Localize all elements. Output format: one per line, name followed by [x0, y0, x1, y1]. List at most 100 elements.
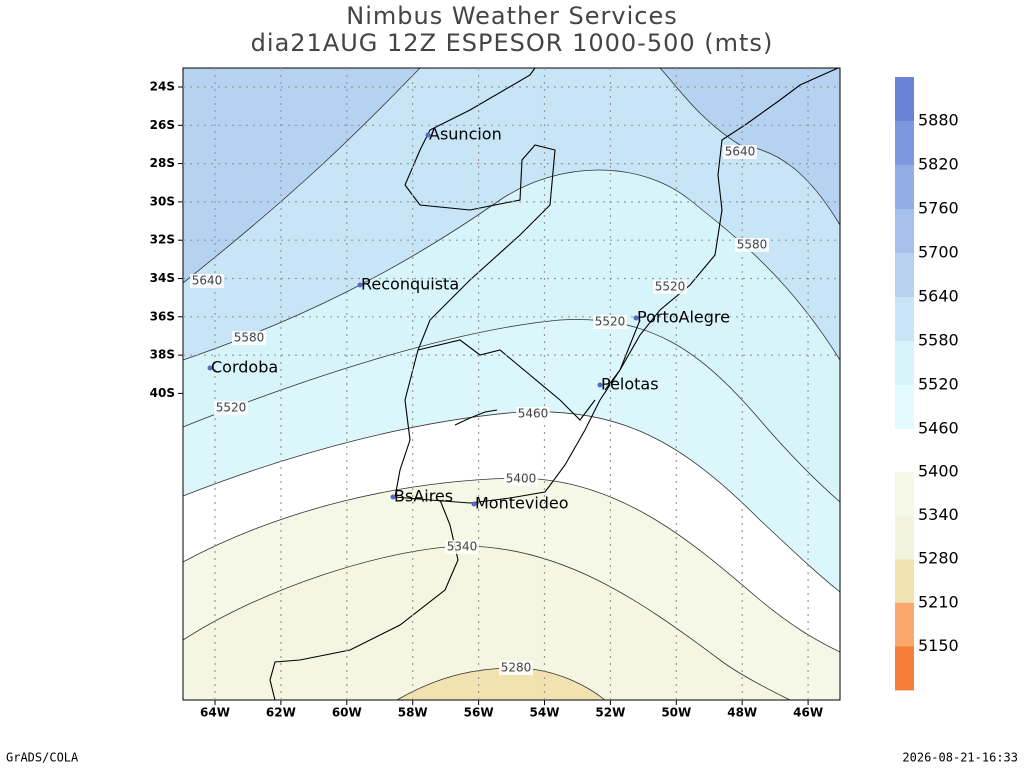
lon-label: 62W: [266, 706, 296, 720]
city-label: Cordoba: [211, 358, 278, 377]
contour-label: 5580: [234, 331, 265, 345]
legend-swatch: [895, 253, 914, 297]
plot-area: [182, 67, 841, 701]
city-marker: [390, 494, 396, 500]
lat-label: 28S: [150, 156, 175, 170]
contour-line: [182, 477, 841, 653]
legend-swatch: [895, 341, 914, 385]
lagoon: [454, 409, 498, 426]
contour-label: 5280: [501, 661, 532, 675]
contour-label: 5340: [447, 540, 478, 554]
contour-line: [182, 67, 421, 284]
contour-label-bg: [504, 472, 538, 486]
legend-swatch: [895, 646, 914, 691]
lat-label: 24S: [150, 80, 175, 94]
subtitle: dia21AUG 12Z ESPESOR 1000-500 (mts): [251, 29, 774, 57]
field-fill: [183, 545, 790, 700]
legend-swatch: [895, 515, 914, 560]
contour-line: [182, 169, 841, 361]
legend-swatch: [895, 77, 914, 121]
legend-label: 5880: [918, 111, 959, 130]
legend-label: 5820: [918, 155, 959, 174]
lon-label: 56W: [464, 706, 494, 720]
field-fill: [397, 667, 605, 700]
lat-label: 30S: [150, 194, 175, 208]
contour-line: [182, 545, 791, 701]
contour-label-bg: [190, 274, 224, 288]
legend-label: 5520: [918, 375, 959, 394]
lon-label: 46W: [793, 706, 823, 720]
city-marker: [425, 132, 431, 138]
coastline: [394, 67, 839, 504]
legend-swatch: [895, 385, 914, 429]
city-label: Reconquista: [361, 275, 459, 294]
lon-label: 58W: [398, 706, 428, 720]
contour-label-bg: [723, 145, 757, 159]
city-marker: [633, 315, 639, 321]
contour-label: 5520: [216, 401, 247, 415]
legend-label: 5580: [918, 331, 959, 350]
legend-label: 5210: [918, 592, 959, 611]
lon-label: 54W: [530, 706, 560, 720]
contour-label-bg: [499, 661, 533, 675]
legend-swatch: [895, 472, 914, 516]
footer-right: 2026-08-21-16:33: [902, 751, 1018, 765]
contour-label-bg: [593, 315, 627, 329]
lat-label: 34S: [150, 271, 175, 285]
city-label: PortoAlegre: [637, 308, 730, 327]
city-label: Montevideo: [475, 494, 569, 513]
title: Nimbus Weather Services: [346, 2, 677, 30]
city-marker: [471, 501, 477, 507]
city-label: Pelotas: [601, 375, 659, 394]
lat-label: 32S: [150, 233, 175, 247]
legend-label: 5150: [918, 636, 959, 655]
lat-label: 36S: [150, 309, 175, 323]
footer-left: GrADS/COLA: [6, 751, 79, 765]
contour-label-bg: [735, 238, 769, 252]
legend-label: 5340: [918, 505, 959, 524]
border-line: [417, 339, 596, 421]
legend-swatch: [895, 602, 914, 647]
city-marker: [597, 382, 603, 388]
lat-label: 26S: [150, 118, 175, 132]
contour-label: 5400: [506, 472, 537, 486]
contour-label-bg: [445, 540, 479, 554]
city-label: Asuncion: [429, 125, 502, 144]
legend-label: 5280: [918, 549, 959, 568]
legend-swatch: [895, 165, 914, 209]
contour-label: 5640: [192, 274, 223, 288]
lat-label: 40S: [150, 386, 175, 400]
lat-label: 38S: [150, 348, 175, 362]
contour-label-bg: [653, 280, 687, 294]
contour-label: 5580: [737, 238, 768, 252]
contour-label: 5460: [518, 407, 549, 421]
legend-label: 5700: [918, 243, 959, 262]
city-marker: [357, 282, 363, 288]
contour-label-bg: [232, 331, 266, 345]
field-fill: [183, 68, 420, 283]
legend-label: 5460: [918, 419, 959, 438]
contour-label-bg: [214, 401, 248, 415]
contour-label: 5520: [655, 280, 686, 294]
lon-label: 64W: [200, 706, 230, 720]
contour-label: 5520: [595, 315, 626, 329]
legend-label: 5400: [918, 462, 959, 481]
lon-label: 50W: [661, 706, 691, 720]
lon-label: 48W: [727, 706, 757, 720]
city-label: BsAires: [394, 487, 453, 506]
lon-label: 52W: [595, 706, 625, 720]
plot-frame: [182, 67, 841, 701]
legend-swatch: [895, 559, 914, 604]
legend-swatch: [895, 209, 914, 253]
contour-label: 5640: [725, 145, 756, 159]
legend-swatch: [895, 121, 914, 165]
lon-label: 60W: [332, 706, 362, 720]
legend-swatch: [895, 297, 914, 341]
city-marker: [207, 365, 213, 371]
legend-label: 5640: [918, 287, 959, 306]
lagoon: [604, 319, 641, 391]
contour-label-bg: [516, 407, 550, 421]
legend-label: 5760: [918, 199, 959, 218]
